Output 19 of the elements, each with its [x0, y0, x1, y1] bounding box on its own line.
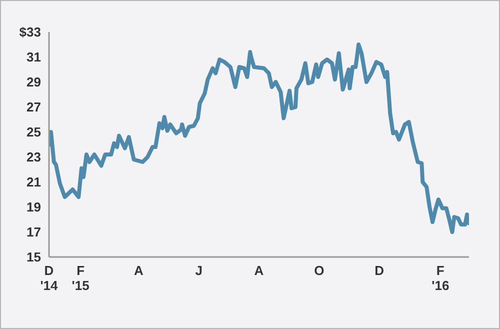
- x-tick-label: F '16: [432, 263, 450, 293]
- x-tick-label: A: [134, 263, 144, 278]
- x-tick-label: D '14: [40, 263, 59, 293]
- y-tick-label: 15: [26, 250, 41, 265]
- y-tick-label: 29: [26, 74, 41, 90]
- x-tick-label: A: [254, 263, 264, 278]
- y-tick-label: 31: [26, 50, 41, 65]
- y-tick-label: 27: [26, 100, 41, 115]
- x-tick-label: J: [195, 263, 202, 278]
- y-tick-label: 19: [26, 200, 41, 215]
- y-tick-label: 21: [26, 174, 41, 190]
- x-tick-label: O: [314, 263, 324, 278]
- y-tick-label: 25: [26, 124, 41, 140]
- y-tick-label: $33: [19, 24, 41, 40]
- x-tick-label: D: [374, 263, 384, 278]
- y-tick-label: 23: [26, 150, 41, 165]
- y-tick-label: 17: [26, 224, 41, 240]
- line-series: [49, 42, 469, 234]
- x-tick-label: F '15: [72, 263, 90, 293]
